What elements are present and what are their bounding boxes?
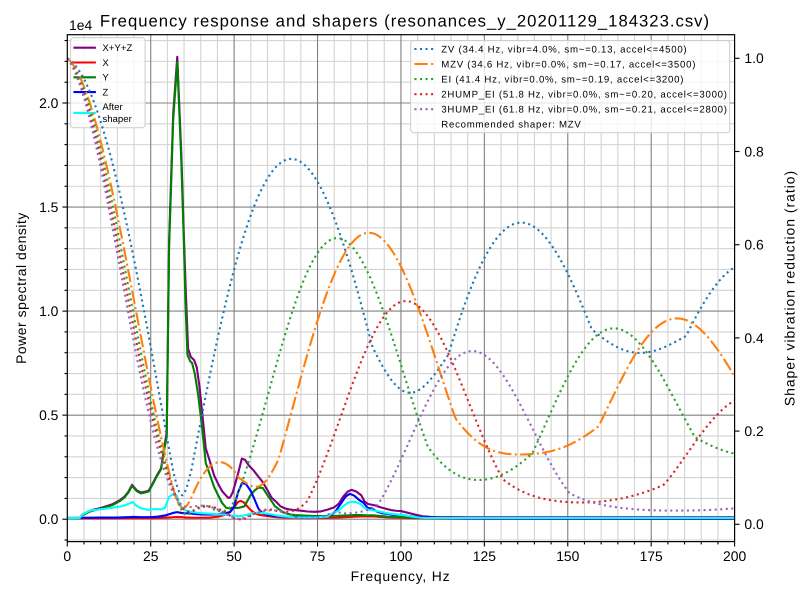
svg-text:0: 0 xyxy=(63,548,71,564)
svg-text:Z: Z xyxy=(102,88,108,99)
svg-text:1.0: 1.0 xyxy=(39,303,59,319)
svg-text:2HUMP_EI (51.8 Hz, vibr=0.0%,: 2HUMP_EI (51.8 Hz, vibr=0.0%, sm~=0.20, … xyxy=(441,90,727,101)
svg-text:3HUMP_EI (61.8 Hz, vibr=0.0%,: 3HUMP_EI (61.8 Hz, vibr=0.0%, sm~=0.21, … xyxy=(441,105,727,116)
svg-text:0.4: 0.4 xyxy=(744,330,764,346)
svg-text:Shaper vibration reduction (ra: Shaper vibration reduction (ratio) xyxy=(782,170,798,406)
svg-text:X+Y+Z: X+Y+Z xyxy=(102,43,132,54)
svg-text:175: 175 xyxy=(640,548,663,564)
svg-text:Frequency response and shapers: Frequency response and shapers (resonanc… xyxy=(100,12,710,31)
svg-text:0.8: 0.8 xyxy=(744,143,764,159)
svg-text:1.0: 1.0 xyxy=(744,50,764,66)
svg-text:EI (41.4 Hz, vibr=0.0%, sm~=0.: EI (41.4 Hz, vibr=0.0%, sm~=0.19, accel<… xyxy=(441,75,684,86)
svg-text:0.6: 0.6 xyxy=(744,237,764,253)
svg-text:125: 125 xyxy=(473,548,496,564)
svg-text:25: 25 xyxy=(143,548,159,564)
svg-text:Frequency, Hz: Frequency, Hz xyxy=(351,568,451,584)
svg-text:After: After xyxy=(102,102,123,113)
svg-text:X: X xyxy=(102,58,109,69)
svg-text:200: 200 xyxy=(723,548,746,564)
svg-text:0.2: 0.2 xyxy=(744,423,764,439)
svg-text:100: 100 xyxy=(389,548,412,564)
svg-text:75: 75 xyxy=(310,548,326,564)
svg-text:1.5: 1.5 xyxy=(39,199,59,215)
svg-text:2.0: 2.0 xyxy=(39,95,59,111)
svg-text:0.0: 0.0 xyxy=(744,516,764,532)
svg-text:Y: Y xyxy=(102,73,109,84)
svg-text:Power spectral density: Power spectral density xyxy=(13,212,29,364)
svg-text:ZV (34.4 Hz, vibr=4.0%, sm~=0.: ZV (34.4 Hz, vibr=4.0%, sm~=0.13, accel<… xyxy=(441,44,687,55)
svg-text:0.5: 0.5 xyxy=(39,407,59,423)
svg-text:shaper: shaper xyxy=(102,114,132,125)
svg-text:50: 50 xyxy=(226,548,242,564)
svg-text:150: 150 xyxy=(556,548,579,564)
svg-text:Recommended shaper: MZV: Recommended shaper: MZV xyxy=(441,120,581,131)
svg-text:MZV (34.6 Hz, vibr=0.0%, sm~=0: MZV (34.6 Hz, vibr=0.0%, sm~=0.17, accel… xyxy=(441,60,696,71)
svg-text:0.0: 0.0 xyxy=(39,511,59,527)
svg-text:1e4: 1e4 xyxy=(69,17,92,33)
